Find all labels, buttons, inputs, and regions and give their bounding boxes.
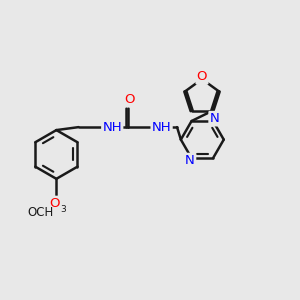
Text: N: N: [185, 154, 195, 167]
Text: O: O: [50, 197, 60, 210]
Text: N: N: [210, 112, 219, 125]
Text: 3: 3: [60, 205, 66, 214]
Text: NH: NH: [102, 121, 122, 134]
Text: O: O: [124, 93, 135, 106]
Text: O: O: [197, 70, 207, 83]
Text: OCH: OCH: [28, 206, 54, 219]
Text: NH: NH: [152, 121, 171, 134]
